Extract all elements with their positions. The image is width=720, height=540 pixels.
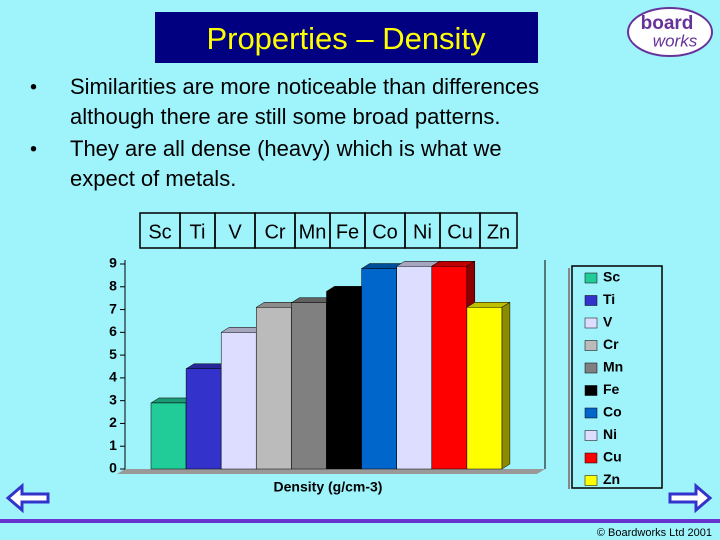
- legend-swatch: [584, 407, 598, 419]
- legend-swatch: [584, 430, 598, 441]
- legend-swatch: [584, 362, 598, 374]
- bar-side: [501, 301, 511, 470]
- bullet-dot: •: [30, 76, 37, 98]
- legend-swatch: [584, 295, 598, 306]
- bar: [150, 402, 187, 470]
- logo-ellipse: [627, 7, 713, 57]
- logo-text: works: [653, 31, 698, 50]
- bullet-text: although there are still some broad patt…: [70, 104, 500, 129]
- element-label: Zn: [487, 221, 510, 243]
- legend-label: Fe: [603, 381, 620, 397]
- bar: [220, 332, 257, 470]
- y-tick-label: 6: [109, 323, 117, 339]
- next-arrow[interactable]: [668, 482, 713, 514]
- legend-label: Sc: [603, 269, 620, 285]
- footer-text: © Boardworks Ltd 2001: [597, 527, 712, 539]
- logo-text: board: [641, 13, 694, 34]
- plot-floor: [117, 469, 545, 474]
- legend-swatch: [584, 272, 598, 284]
- title-box: [155, 12, 538, 63]
- element-label: Ni: [413, 221, 432, 243]
- bullet-text: expect of metals.: [70, 166, 236, 191]
- y-tick-label: 9: [109, 255, 117, 271]
- y-tick-label: 1: [109, 437, 117, 453]
- legend-label: Cu: [603, 449, 622, 465]
- bar: [466, 307, 503, 470]
- element-label: V: [228, 221, 242, 243]
- bar: [291, 302, 327, 470]
- element-label: Fe: [336, 221, 359, 243]
- bullet-text: They are all dense (heavy) which is what…: [70, 136, 502, 161]
- legend-label: Zn: [603, 471, 620, 487]
- y-tick-label: 5: [109, 346, 117, 362]
- legend-swatch: [584, 452, 598, 464]
- legend-label: Mn: [603, 359, 623, 375]
- slide-title: Properties – Density: [206, 21, 486, 56]
- y-tick-label: 8: [109, 277, 117, 293]
- legend-label: Co: [603, 404, 622, 420]
- legend-label: Ti: [603, 291, 615, 307]
- y-tick-label: 3: [109, 391, 117, 407]
- element-cell: [479, 212, 518, 249]
- bar: [396, 266, 432, 470]
- y-tick-label: 0: [109, 460, 117, 476]
- bar: [361, 268, 397, 470]
- bullet-dot: •: [30, 138, 37, 160]
- bar: [185, 368, 222, 470]
- x-axis-label: Density (g/cm-3): [274, 479, 383, 495]
- legend-swatch: [584, 475, 598, 486]
- element-label: Co: [372, 221, 398, 243]
- y-tick-label: 2: [109, 414, 117, 430]
- element-label: Sc: [148, 221, 171, 243]
- legend-swatch: [584, 340, 598, 351]
- element-label: Ti: [190, 221, 206, 243]
- legend-label: V: [603, 314, 613, 330]
- legend-swatch: [584, 385, 598, 396]
- bar: [256, 307, 292, 470]
- legend-label: Ni: [603, 426, 617, 442]
- legend-swatch: [584, 317, 598, 329]
- legend-label: Cr: [603, 336, 619, 352]
- y-tick-label: 4: [109, 369, 117, 385]
- element-label: Cr: [264, 221, 285, 243]
- element-label: Mn: [299, 221, 327, 243]
- y-tick-label: 7: [109, 300, 117, 316]
- element-label: Cu: [447, 221, 473, 243]
- bar: [326, 291, 362, 470]
- bullet-text: Similarities are more noticeable than di…: [70, 74, 539, 99]
- back-arrow[interactable]: [5, 482, 50, 514]
- bar: [431, 266, 468, 470]
- legend-box: [571, 265, 663, 489]
